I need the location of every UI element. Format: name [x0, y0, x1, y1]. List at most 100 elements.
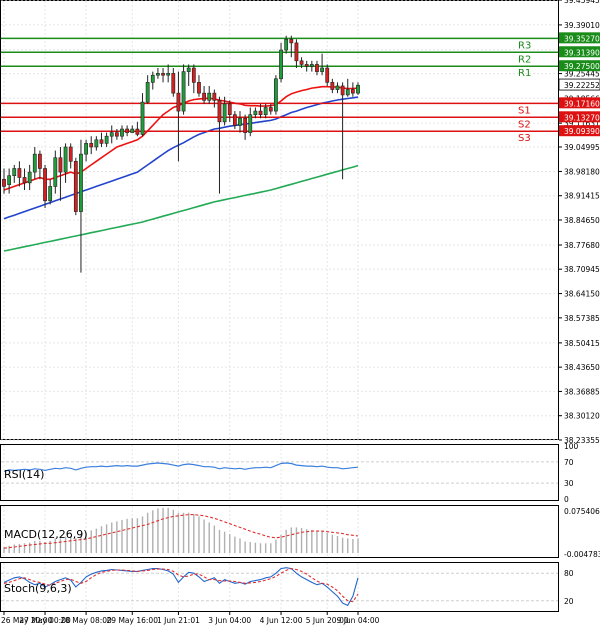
candle-body [2, 178, 6, 187]
y-tick-label: 38.57385 [564, 314, 600, 323]
candle-body [212, 92, 217, 101]
macd-title: MACD(12,26,9) [4, 528, 88, 541]
y-tick-label: 39.45945 [564, 0, 600, 5]
x-tick-label: 9 Jun 04:00 [337, 616, 380, 625]
candle-body [104, 135, 109, 144]
candle-body [109, 132, 114, 137]
rsi-line [3, 462, 359, 472]
candle-body [299, 60, 304, 65]
level-price-box-S3 [559, 125, 600, 137]
stoch-d-line [3, 568, 359, 603]
candle-body [58, 157, 63, 173]
candle-body [68, 146, 73, 162]
y-tick-label: 38.91415 [564, 192, 600, 201]
level-name-S3: S3 [518, 133, 531, 144]
candle-body [340, 85, 345, 96]
candle-body [120, 128, 124, 137]
x-tick-label: 27 May 00:00 [19, 616, 71, 625]
level-name-R2: R2 [518, 54, 531, 65]
rsi-panel: RSI(14) 100 70 30 0 [1, 442, 579, 504]
x-tick-label: 5 Jun 20:00 [306, 616, 349, 625]
y-tick-label: 39.04995 [564, 143, 600, 152]
candle-body [227, 103, 232, 115]
level-price-box-S2 [559, 111, 600, 123]
level-price-label-R1: 39.27500 [564, 62, 600, 71]
candle-body [130, 128, 135, 133]
candle-body [325, 67, 330, 83]
stoch-tick-label: 20 [564, 597, 574, 606]
candle-body [238, 117, 242, 126]
candle-body [345, 89, 350, 96]
candle-body [222, 103, 227, 123]
current-price-label: 39.22252 [564, 81, 600, 90]
candle-body [63, 146, 68, 173]
candle-body [258, 110, 263, 115]
panel-frame-2 [0, 505, 559, 558]
candle-body [99, 139, 104, 144]
candle-body [135, 128, 140, 135]
candle-body [125, 128, 130, 133]
panel-frame-1 [0, 444, 559, 501]
candle-body [176, 92, 181, 112]
level-price-box-R2 [559, 46, 600, 58]
panel-frame-3 [0, 562, 559, 612]
y-tick-label: 38.64150 [564, 290, 600, 299]
macd-tick-label-top: 0.075406 [564, 507, 600, 516]
candle-body [309, 64, 314, 67]
candle-body [22, 177, 27, 184]
y-tick-label: 38.36885 [564, 387, 600, 396]
rsi-tick-label: 30 [564, 479, 574, 488]
x-tick-label: 1 Jun 21:01 [157, 616, 200, 625]
candle-body [114, 132, 119, 137]
candle-body [289, 38, 294, 44]
y-tick-label: 38.30120 [564, 412, 600, 421]
candle-body [73, 161, 78, 212]
rsi-tick-label: 100 [564, 442, 579, 451]
x-tick-label: 29 May 16:00 [107, 616, 159, 625]
candle-body [181, 71, 186, 112]
x-tick-label: 26 May 20:00 [1, 616, 53, 625]
candle-body [191, 67, 196, 83]
gridlines [1, 0, 558, 611]
candle-body [335, 85, 340, 90]
candle-body [150, 74, 155, 83]
candle-body [32, 153, 37, 173]
price-axis: 39.4594539.3901039.3207539.2544539.18566… [558, 0, 600, 445]
candle-body [186, 67, 191, 72]
rsi-title: RSI(14) [4, 468, 44, 481]
macd-signal-line [3, 514, 359, 549]
panel-frame-0 [0, 0, 559, 440]
candle-body [166, 73, 171, 76]
candle-body [263, 107, 268, 115]
y-tick-label: 38.77680 [564, 241, 600, 250]
x-tick-label: 3 Jun 04:00 [208, 616, 251, 625]
candle-body [202, 92, 206, 101]
level-price-label-R2: 39.31390 [564, 48, 600, 57]
candle-body [248, 114, 253, 133]
y-tick-label: 38.84650 [564, 216, 600, 225]
level-name-R1: R1 [518, 68, 531, 79]
macd-tick-label-bottom: -0.004783 [564, 550, 600, 559]
candle-body [43, 168, 47, 202]
level-name-S1: S1 [518, 105, 531, 116]
candle-body [171, 73, 176, 94]
candle-body [217, 100, 222, 123]
level-price-label-R3: 39.35270 [564, 34, 600, 43]
level-price-box-R1 [559, 60, 600, 72]
y-tick-label: 39.25445 [564, 70, 600, 79]
level-name-R3: R3 [518, 40, 531, 51]
x-tick-label: 28 May 08:00 [60, 616, 112, 625]
y-tick-label: 39.11631 [564, 119, 600, 128]
level-price-label-S3: 39.09390 [564, 127, 600, 136]
candle-body [7, 175, 12, 185]
candle-body [89, 143, 94, 148]
candle-body [79, 153, 83, 212]
macd-panel: MACD(12,26,9) 0.075406 -0.004783 [3, 507, 600, 559]
level-price-box-S1 [559, 97, 600, 109]
candle-body [243, 117, 248, 133]
ma-line-0 [3, 85, 359, 191]
candle-body [350, 89, 355, 94]
stoch-tick-label: 80 [564, 569, 574, 578]
